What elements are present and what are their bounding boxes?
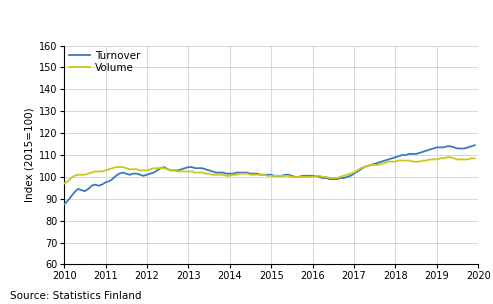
Volume — [289, 175, 295, 179]
Legend: Turnover, Volume: Turnover, Volume — [67, 49, 143, 75]
Volume — [344, 173, 350, 177]
Volume — [61, 182, 67, 185]
Volume — [386, 160, 391, 164]
Turnover — [386, 157, 391, 161]
Turnover — [458, 147, 464, 150]
Volume — [444, 155, 450, 159]
Turnover — [147, 172, 153, 175]
Turnover — [344, 175, 350, 179]
Volume — [472, 157, 478, 160]
Turnover — [61, 202, 67, 206]
Volume — [461, 157, 467, 161]
Volume — [147, 168, 153, 171]
Turnover — [472, 143, 478, 147]
Y-axis label: Index (2015=100): Index (2015=100) — [25, 108, 35, 202]
Line: Turnover: Turnover — [64, 145, 475, 204]
Text: Source: Statistics Finland: Source: Statistics Finland — [10, 291, 141, 301]
Line: Volume: Volume — [64, 157, 475, 184]
Volume — [172, 168, 177, 172]
Turnover — [172, 168, 177, 172]
Turnover — [289, 174, 295, 178]
